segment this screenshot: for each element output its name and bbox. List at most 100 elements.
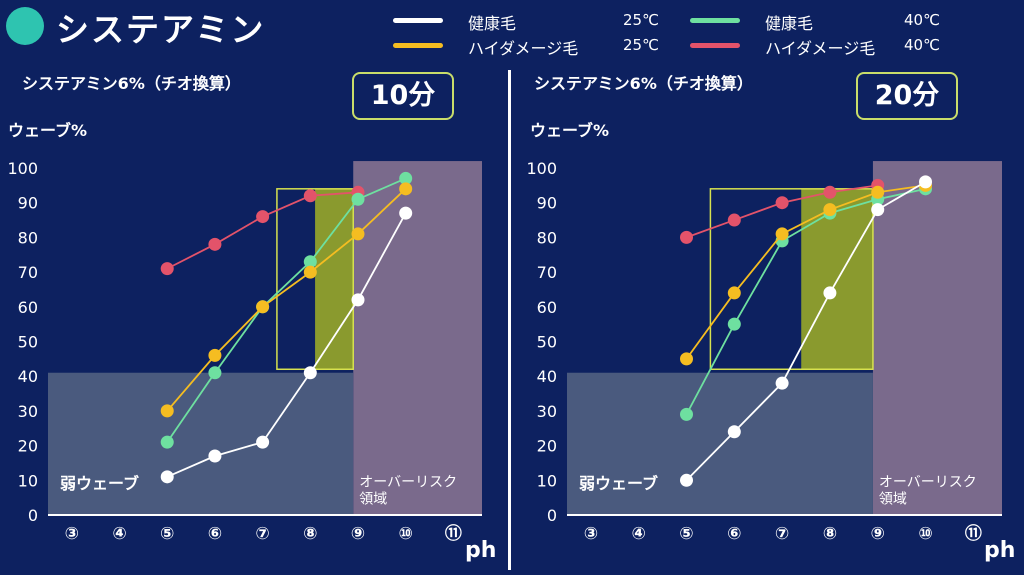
x-tick-label: ⑪	[965, 523, 982, 544]
series-line	[166, 177, 407, 443]
over-risk-zone	[872, 161, 1002, 515]
y-tick-label: 0	[28, 506, 38, 525]
legend-temp: 25℃	[623, 11, 659, 29]
over-risk-label: オーバーリスク	[359, 475, 457, 491]
panel-subtitle: システアミン6%（チオ換算）	[534, 74, 753, 93]
y-tick-label: 90	[18, 194, 38, 213]
x-tick-label: ⑪	[445, 523, 462, 544]
data-point	[727, 317, 741, 331]
data-point	[160, 404, 174, 418]
data-point	[399, 206, 413, 220]
x-tick-label: ⑩	[398, 524, 412, 544]
y-tick-label: 40	[537, 367, 557, 386]
data-point	[823, 203, 837, 217]
weak-wave-label: 弱ウェーブ	[60, 474, 139, 493]
series-line	[166, 188, 407, 412]
time-badge: 20分	[856, 72, 958, 120]
y-tick-label: 70	[537, 263, 557, 282]
data-point	[256, 300, 270, 314]
y-tick-label: 50	[537, 333, 557, 352]
legend-temp: 40℃	[904, 11, 940, 29]
legend-item-healthy-40: 健康毛 40℃	[690, 10, 970, 33]
data-point	[823, 286, 837, 300]
series-line	[685, 181, 926, 481]
data-point	[208, 366, 222, 380]
y-tick-label: 100	[7, 159, 38, 178]
data-point	[871, 203, 885, 217]
data-point	[680, 230, 694, 244]
target-box-fill	[315, 188, 354, 370]
x-tick-label: ⑤	[679, 524, 693, 544]
panel-subtitle: システアミン6%（チオ換算）	[22, 74, 241, 93]
x-tick-label: ④	[112, 524, 126, 544]
data-point	[775, 196, 789, 210]
data-point	[208, 237, 222, 251]
y-tick-label: 0	[547, 506, 557, 525]
y-tick-label: 90	[537, 194, 557, 213]
weak-wave-zone	[567, 372, 873, 515]
data-point	[303, 189, 317, 203]
y-tick-label: 40	[18, 367, 38, 386]
y-tick-label: 20	[18, 437, 38, 456]
y-tick-label: 30	[18, 402, 38, 421]
data-point	[727, 286, 741, 300]
data-point	[208, 348, 222, 362]
over-risk-label: 領域	[879, 491, 907, 508]
data-point	[351, 192, 365, 206]
data-point	[303, 366, 317, 380]
data-point	[775, 376, 789, 390]
legend-swatch	[690, 43, 740, 48]
legend-swatch	[690, 18, 740, 23]
time-badge: 10分	[352, 72, 454, 120]
data-point	[871, 185, 885, 199]
data-point	[208, 449, 222, 463]
y-tick-label: 60	[18, 298, 38, 317]
title-dot-icon	[6, 7, 44, 45]
chart-plot-10min: 0 10 20 30 40 50 60 70 80 90 100 ③ ④ ⑤ ⑥ ⑦ ⑧ ⑨ ⑩ ⑪ 弱ウェーブ オーバー…	[7, 159, 482, 544]
data-point	[680, 407, 694, 421]
legend-temp: 25℃	[623, 36, 659, 54]
series-line	[685, 184, 926, 360]
y-tick-label: 10	[18, 471, 38, 490]
data-point	[727, 213, 741, 227]
x-tick-label: ⑧	[823, 524, 837, 544]
panel-divider	[508, 70, 511, 570]
chart-panel-10min: システアミン6%（チオ換算） 10分 ウェーブ% 0 10 20 30 40 50 60 70…	[0, 60, 512, 575]
y-tick-label: 80	[537, 228, 557, 247]
x-axis-label: ph	[984, 538, 1016, 563]
x-tick-label: ③	[65, 524, 79, 544]
x-tick-label: ⑧	[303, 524, 317, 544]
y-tick-label: 50	[18, 333, 38, 352]
legend-swatch	[393, 43, 443, 48]
y-tick-label: 70	[18, 263, 38, 282]
y-axis-label: ウェーブ%	[8, 121, 88, 140]
legend-swatch	[393, 18, 443, 23]
data-point	[160, 262, 174, 276]
data-point	[680, 352, 694, 366]
data-point	[303, 255, 317, 269]
page-title: システアミン	[56, 10, 266, 49]
legend-item-damaged-25: ハイダメージ毛 25℃	[393, 35, 673, 58]
target-box	[709, 188, 874, 371]
over-risk-zone	[353, 161, 482, 515]
y-tick-label: 100	[526, 159, 557, 178]
chart-plot-20min: 0 10 20 30 40 50 60 70 80 90 100 ③ ④ ⑤ ⑥ ⑦ ⑧ ⑨ ⑩ ⑪ 弱ウェーブ オーバー…	[526, 159, 1002, 544]
data-point	[399, 182, 413, 196]
x-tick-label: ③	[584, 524, 598, 544]
x-tick-label: ⑤	[160, 524, 174, 544]
data-point	[775, 227, 789, 241]
x-axis-label: ph	[465, 538, 497, 563]
over-risk-label: 領域	[359, 491, 387, 508]
data-point	[351, 293, 365, 307]
legend-item-damaged-40: ハイダメージ毛 40℃	[690, 35, 970, 58]
data-point	[823, 185, 837, 199]
y-tick-label: 80	[18, 228, 38, 247]
legend-label: ハイダメージ毛	[765, 39, 876, 58]
y-tick-label: 60	[537, 298, 557, 317]
data-point	[303, 265, 317, 279]
legend-item-healthy-25: 健康毛 25℃	[393, 10, 673, 33]
y-tick-label: 30	[537, 402, 557, 421]
legend-label: ハイダメージ毛	[468, 39, 579, 58]
y-tick-label: 10	[537, 471, 557, 490]
data-point	[351, 227, 365, 241]
